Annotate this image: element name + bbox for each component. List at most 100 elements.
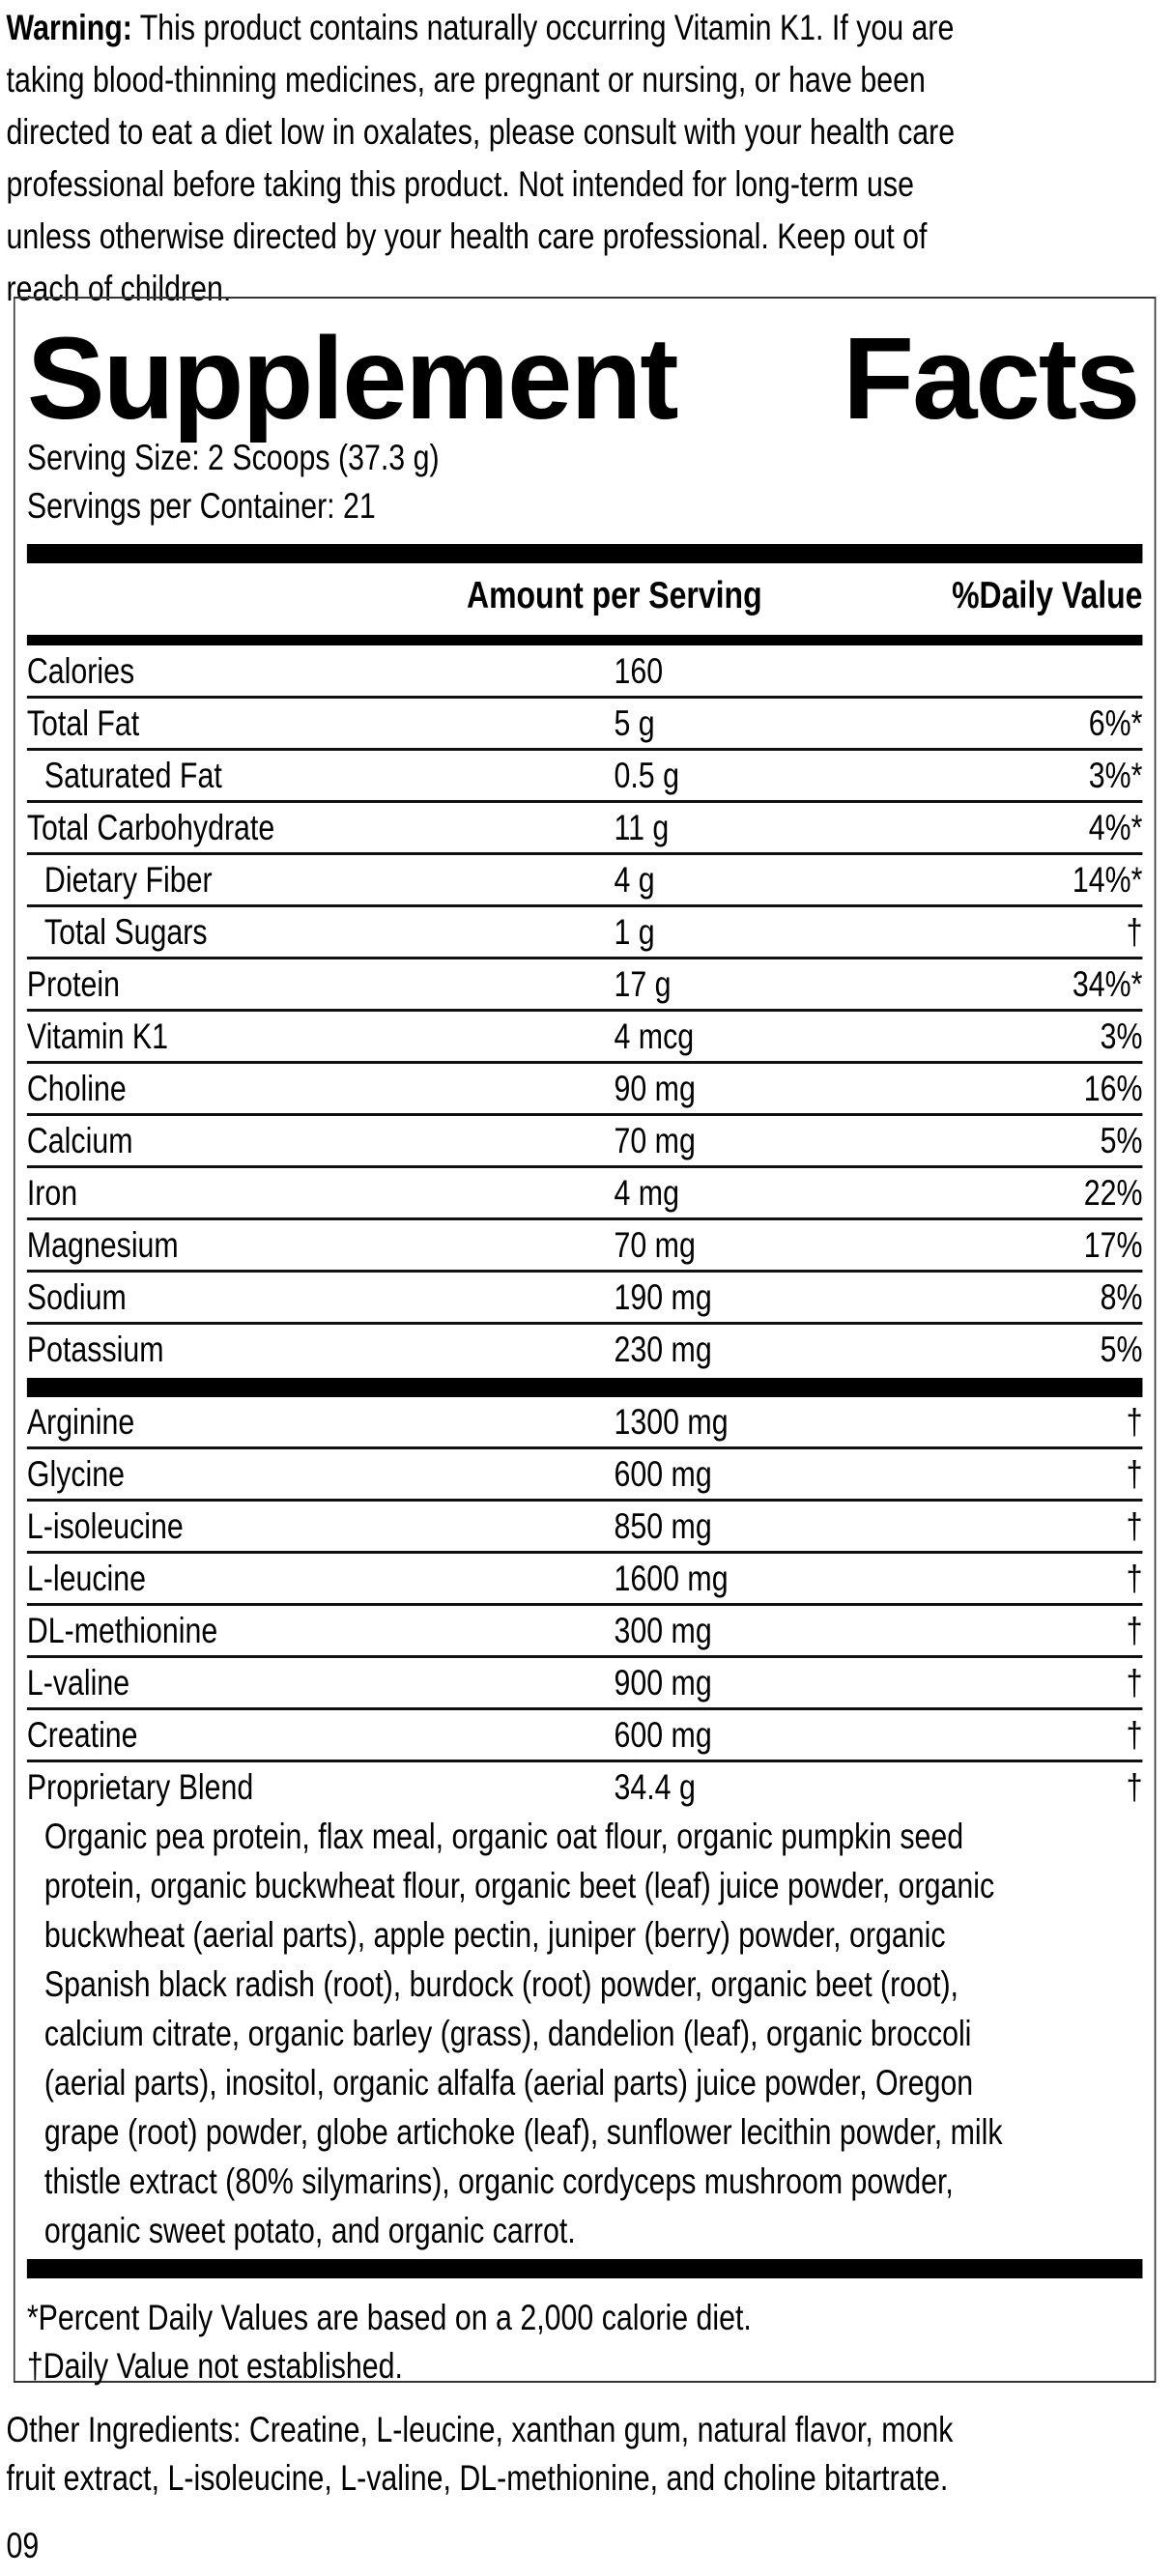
nutrient-name: Total Sugars: [43, 912, 208, 952]
nutrient-name: Calories: [26, 651, 135, 691]
nutrient-daily-value: †: [1126, 1402, 1143, 1442]
blend-line: calcium citrate, organic barley (grass),…: [43, 2014, 972, 2053]
table-row: L-valine 900 mg †: [26, 1658, 1142, 1710]
nutrient-daily-value: 8%: [1100, 1277, 1143, 1317]
table-row: Total Fat 5 g 6%*: [26, 699, 1143, 751]
nutrient-amount: 11 g: [614, 808, 670, 847]
table-row: Vitamin K1 4 mcg 3%: [26, 1012, 1143, 1064]
table-row: Calories 160: [26, 646, 1143, 699]
nutrient-name: Saturated Fat: [43, 756, 222, 795]
proprietary-blend-ingredients: Organic pea protein, flax meal, organic …: [27, 1812, 1143, 2255]
column-header: Amount per Serving %Daily Value: [27, 567, 1143, 625]
nutrient-daily-value: 3%: [1100, 1016, 1143, 1056]
blend-line: grape (root) powder, globe artichoke (le…: [43, 2112, 1003, 2152]
nutrient-daily-value: 22%: [1083, 1173, 1143, 1213]
table-row: Potassium 230 mg 5%: [27, 1325, 1143, 1374]
nutrient-amount: 900 mg: [614, 1663, 712, 1703]
panel-title: Supplement Facts: [26, 310, 1140, 445]
nutrient-daily-value: †: [1126, 1454, 1143, 1494]
nutrient-daily-value: 16%: [1083, 1069, 1143, 1108]
nutrient-daily-value: 5%: [1100, 1121, 1143, 1160]
nutrient-amount: 600 mg: [614, 1454, 712, 1494]
nutrient-name: Arginine: [26, 1402, 135, 1442]
nutrient-amount: 0.5 g: [614, 756, 679, 795]
nutrient-name: Glycine: [26, 1454, 126, 1494]
nutrient-amount: 1 g: [614, 912, 655, 952]
supplement-facts-panel: Supplement Facts Serving Size: 2 Scoops …: [13, 297, 1157, 2386]
footnotes: *Percent Daily Values are based on a 2,0…: [27, 2294, 752, 2390]
nutrient-daily-value: †: [1126, 1715, 1143, 1755]
nutrient-amount: 160: [614, 651, 664, 691]
nutrient-amount: 1600 mg: [614, 1559, 729, 1598]
warning-text: Warning: This product contains naturally…: [7, 2, 956, 315]
table-row: DL-methionine 300 mg †: [26, 1606, 1143, 1658]
nutrient-name: Choline: [26, 1069, 127, 1108]
nutrient-daily-value: 34%*: [1072, 964, 1143, 1004]
nutrient-name: Magnesium: [26, 1225, 179, 1265]
thick-divider: [26, 1378, 1143, 1397]
nutrient-daily-value: †: [1126, 1611, 1143, 1650]
other-ingredients-line: Other Ingredients: Creatine, L-leucine, …: [6, 2410, 954, 2449]
nutrient-amount: 17 g: [614, 964, 672, 1004]
nutrient-amount: 190 mg: [614, 1277, 712, 1317]
nutrient-daily-value: 14%*: [1072, 860, 1143, 900]
nutrient-daily-value: †: [1126, 1767, 1143, 1807]
nutrient-daily-value: 3%*: [1088, 756, 1143, 795]
nutrient-name: Potassium: [26, 1330, 164, 1369]
footnote-dagger: †Daily Value not established.: [26, 2346, 403, 2386]
nutrient-amount: 70 mg: [614, 1121, 696, 1160]
nutrient-amount: 300 mg: [614, 1611, 712, 1650]
nutrient-daily-value: †: [1126, 1559, 1143, 1598]
thick-divider: [26, 544, 1143, 563]
nutrient-daily-value: 17%: [1083, 1225, 1143, 1265]
product-code: 09: [6, 2526, 40, 2565]
servings-per-container: Servings per Container: 21: [26, 486, 376, 526]
nutrient-name: DL-methionine: [26, 1611, 218, 1650]
table-row: Glycine 600 mg †: [26, 1449, 1143, 1502]
nutrient-daily-value: 4%*: [1088, 808, 1143, 847]
blend-line: thistle extract (80% silymarins), organi…: [43, 2161, 954, 2201]
nutrient-name: Protein: [26, 964, 121, 1004]
nutrient-amount: 600 mg: [614, 1715, 712, 1755]
nutrient-amount: 4 mcg: [614, 1016, 695, 1056]
warning-line: taking blood-thinning medicines, are pre…: [6, 60, 926, 100]
warning-line: professional before taking this product.…: [6, 164, 914, 204]
header-daily-value: %Daily Value: [952, 575, 1143, 616]
table-row: Arginine 1300 mg †: [26, 1397, 1143, 1449]
table-row: Total Carbohydrate 11 g 4%*: [26, 803, 1143, 855]
nutrient-name: Vitamin K1: [26, 1016, 169, 1056]
table-row: Dietary Fiber 4 g 14%*: [26, 855, 1143, 907]
nutrient-name: Dietary Fiber: [43, 860, 213, 900]
table-row: Magnesium 70 mg 17%: [26, 1220, 1143, 1273]
nutrient-name: Creatine: [26, 1715, 138, 1755]
nutrient-amount: 90 mg: [614, 1069, 696, 1108]
table-row: Sodium 190 mg 8%: [26, 1273, 1143, 1325]
nutrient-daily-value: †: [1126, 1506, 1143, 1546]
nutrient-daily-value: 6%*: [1088, 703, 1143, 743]
nutrient-name: L-isoleucine: [26, 1506, 184, 1546]
warning-line: reach of children.: [6, 269, 232, 308]
blend-line: buckwheat (aerial parts), apple pectin, …: [43, 1915, 946, 1955]
nutrient-daily-value: †: [1126, 912, 1143, 952]
medium-divider: [26, 635, 1143, 645]
blend-line: protein, organic buckwheat flour, organi…: [43, 1866, 995, 1905]
nutrient-amount: 850 mg: [614, 1506, 712, 1546]
nutrient-amount: 230 mg: [614, 1330, 712, 1369]
nutrient-amount: 4 g: [614, 860, 655, 900]
nutrient-name: Sodium: [26, 1277, 127, 1317]
nutrient-table: Calories 160 Total Fat 5 g 6%* Saturated Fat 0…: [26, 646, 1143, 2278]
table-row: Creatine 600 mg †: [26, 1710, 1143, 1762]
nutrient-name: L-leucine: [26, 1559, 147, 1598]
table-row: Calcium 70 mg 5%: [26, 1116, 1143, 1168]
title-word: Supplement: [26, 312, 679, 444]
thick-divider: [26, 2259, 1143, 2278]
nutrient-name: Total Fat: [26, 703, 140, 743]
nutrient-name: L-valine: [26, 1663, 130, 1703]
warning-label: Warning:: [6, 8, 132, 47]
table-row: Total Sugars 1 g †: [26, 907, 1143, 959]
table-row: Saturated Fat 0.5 g 3%*: [26, 751, 1143, 803]
table-row: Iron 4 mg 22%: [26, 1168, 1143, 1220]
blend-line: (aerial parts), inositol, organic alfalf…: [43, 2063, 974, 2103]
warning-line: This product contains naturally occurrin…: [131, 8, 955, 47]
blend-line: Spanish black radish (root), burdock (ro…: [43, 1964, 958, 2004]
